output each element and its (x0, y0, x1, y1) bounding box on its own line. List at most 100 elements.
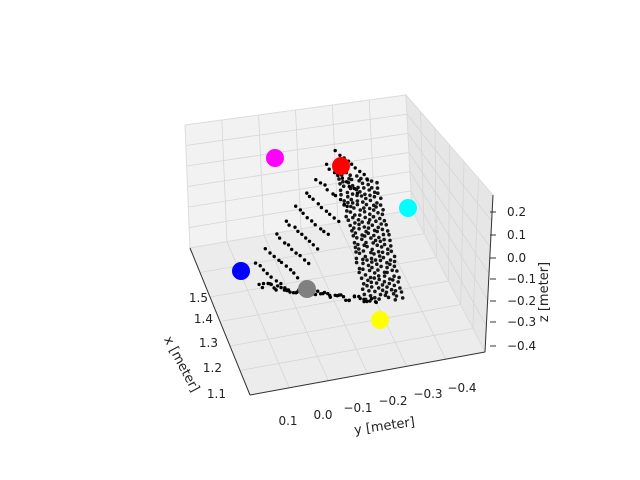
cloud-point (392, 259, 397, 264)
cloud-point (339, 293, 343, 297)
cloud-point (354, 256, 359, 261)
cloud-point (395, 269, 399, 273)
cloud-point (376, 225, 381, 230)
cloud-point (362, 186, 366, 190)
cloud-point (378, 203, 383, 207)
cloud-point (392, 264, 397, 269)
cloud-point (307, 239, 312, 243)
cloud-point (370, 247, 375, 252)
cloud-point (352, 206, 356, 210)
cloud-point (376, 211, 380, 215)
cloud-point (389, 249, 394, 254)
cloud-point (368, 193, 372, 198)
cloud-point (348, 173, 353, 177)
cloud-point (349, 204, 353, 209)
cloud-point (344, 214, 349, 219)
cloud-point (374, 281, 379, 285)
cloud-point (377, 277, 382, 282)
cloud-point (323, 183, 327, 187)
cloud-point (361, 261, 365, 266)
cloud-point (384, 223, 389, 227)
cloud-point (344, 180, 349, 184)
cloud-point (376, 191, 380, 195)
z-tick-label: 0.1 (507, 228, 526, 242)
cloud-point (368, 212, 372, 216)
z-tick-label: −0.2 (507, 294, 536, 308)
cloud-point (351, 234, 356, 238)
cloud-point (345, 209, 349, 213)
cloud-point (318, 181, 323, 185)
cloud-point (369, 280, 374, 285)
tick-labels: 1.1 1.2 1.3 1.4 1.5 0.1 0.0 −0.1 −0.2 −0.3 −0.4 0.2… (189, 205, 536, 428)
cloud-point (378, 292, 383, 297)
cloud-point (324, 162, 329, 166)
cloud-point (371, 241, 376, 245)
cloud-point (282, 288, 287, 292)
cloud-point (361, 267, 365, 272)
cloud-point (325, 188, 329, 192)
grid-line (406, 113, 492, 222)
cloud-point (342, 199, 347, 203)
cloud-point (327, 167, 331, 171)
cloud-point (385, 270, 389, 275)
cloud-point (286, 243, 291, 247)
cloud-point (350, 183, 355, 188)
cloud-point (279, 260, 284, 265)
cloud-point (279, 285, 283, 290)
cloud-point (253, 261, 258, 265)
cloud-point (348, 210, 353, 214)
cloud-point (313, 223, 317, 227)
y-tick-label: −0.2 (378, 394, 407, 408)
cloud-point (375, 243, 380, 247)
cloud-point (370, 265, 374, 270)
cloud-point (328, 295, 332, 299)
cloud-point (298, 208, 303, 212)
cloud-point (392, 274, 396, 279)
cloud-point (371, 208, 376, 212)
cloud-point (362, 206, 366, 210)
cloud-point (279, 281, 283, 286)
y-axis-line (249, 351, 486, 396)
cloud-point (295, 276, 300, 280)
cloud-point (347, 184, 351, 189)
cloud-point (358, 208, 363, 212)
cloud-point (319, 205, 324, 210)
cloud-point (368, 198, 373, 203)
cloud-point (292, 271, 296, 275)
cloud-point (353, 231, 358, 235)
cloud-point (353, 245, 358, 250)
cloud-point (310, 219, 314, 223)
cloud-point (380, 250, 385, 255)
cloud-point (376, 268, 380, 272)
cloud-point (381, 208, 385, 212)
cloud-point (360, 237, 364, 242)
cloud-point (378, 216, 382, 221)
cloud-point (359, 194, 364, 198)
cloud-point (364, 196, 368, 201)
cloud-point (258, 264, 262, 268)
cloud-point (353, 213, 357, 217)
cloud-point (349, 162, 354, 166)
cloud-point (374, 219, 378, 223)
z-tick-label: −0.3 (507, 315, 536, 329)
cloud-point (360, 287, 365, 292)
cloud-point (333, 193, 338, 198)
cloud-point (385, 260, 389, 265)
cloud-point (350, 229, 354, 233)
cloud-point (369, 186, 374, 190)
cloud-point (319, 227, 323, 231)
cloud-point (350, 201, 355, 205)
cloud-point (382, 237, 386, 242)
cloud-point (302, 258, 307, 262)
cloud-point (274, 288, 278, 292)
cloud-point (285, 288, 289, 293)
cloud-point (392, 283, 397, 288)
cloud-point (346, 218, 351, 222)
cloud-point (375, 229, 380, 234)
cloud-point (356, 218, 361, 222)
cloud-point (375, 201, 379, 205)
cloud-point (268, 251, 272, 255)
cloud-point (367, 188, 372, 192)
z-tick-label: −0.1 (507, 272, 536, 286)
